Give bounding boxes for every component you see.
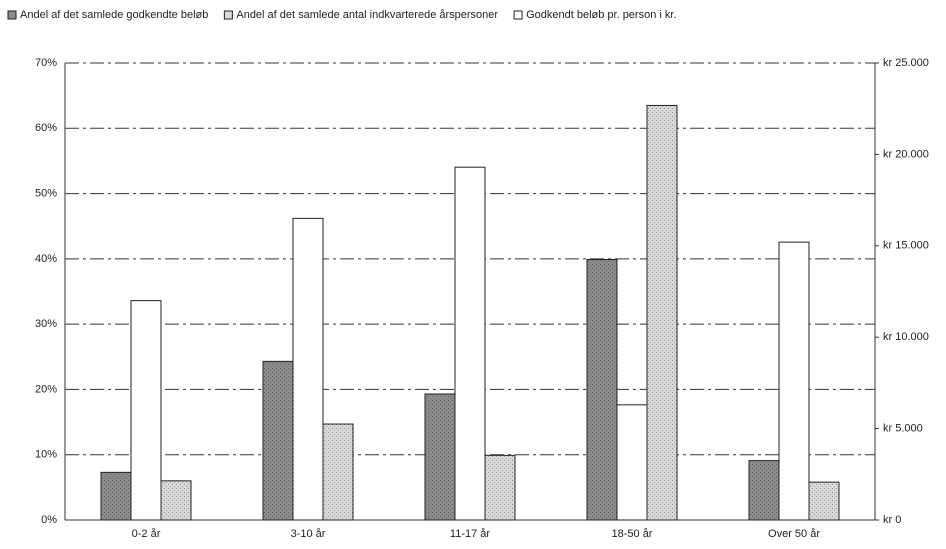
x-tick-label: 11-17 år <box>450 528 490 540</box>
legend-swatch <box>223 10 233 20</box>
y2-tick-label: kr 25.000 <box>883 57 929 69</box>
legend-label: Andel af det samlede godkendte beløb <box>20 9 208 21</box>
y-tick-label: 70% <box>35 57 57 69</box>
y-tick-label: 0% <box>41 514 57 526</box>
bar <box>130 300 162 521</box>
y-tick-label: 60% <box>35 122 57 134</box>
bar-texture <box>647 105 677 520</box>
legend-label: Godkendt beløb pr. person i kr. <box>526 9 676 21</box>
y2-tick-label: kr 0 <box>883 514 901 526</box>
y-tick-label: 10% <box>35 449 57 461</box>
bar-texture <box>809 482 839 520</box>
bar-texture <box>101 472 131 520</box>
y-tick-label: 20% <box>35 383 57 395</box>
bar-texture <box>425 393 455 520</box>
bar <box>616 404 648 521</box>
bar-texture <box>263 361 293 520</box>
bar-texture <box>587 259 617 520</box>
bar-texture <box>485 455 515 520</box>
bar <box>454 166 486 521</box>
bar-texture <box>749 460 779 520</box>
bar-texture <box>323 424 353 520</box>
y2-tick-label: kr 5.000 <box>883 423 923 435</box>
y2-tick-label: kr 10.000 <box>883 331 929 343</box>
legend-swatch <box>513 10 523 20</box>
x-tick-label: 18-50 år <box>612 528 653 540</box>
x-tick-label: 3-10 år <box>291 528 326 540</box>
x-tick-label: Over 50 år <box>768 528 820 540</box>
legend-label: Andel af det samlede antal indkvarterede… <box>236 9 498 21</box>
y-tick-label: 40% <box>35 253 57 265</box>
y2-tick-label: kr 20.000 <box>883 148 929 160</box>
x-tick-label: 0-2 år <box>132 528 161 540</box>
legend-swatch <box>7 10 17 20</box>
y-tick-label: 30% <box>35 318 57 330</box>
y2-tick-label: kr 15.000 <box>883 240 929 252</box>
bar-texture <box>161 480 191 520</box>
y-tick-label: 50% <box>35 187 57 199</box>
bar <box>292 217 324 521</box>
bar <box>778 241 810 521</box>
